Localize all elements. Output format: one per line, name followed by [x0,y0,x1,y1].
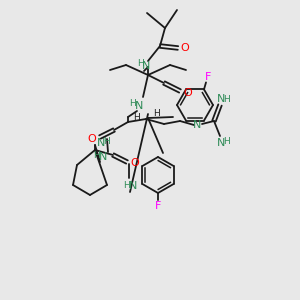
Text: N: N [97,138,105,148]
Text: H: H [223,137,230,146]
Text: N: N [135,101,143,111]
Text: N: N [99,152,107,162]
Text: H: H [223,95,230,104]
Text: N: N [217,94,225,104]
Text: F: F [155,201,161,211]
Text: O: O [184,88,192,98]
Text: H: H [153,109,159,118]
Text: O: O [88,134,96,144]
Text: H: H [124,182,130,190]
Text: O: O [130,158,140,168]
Text: H: H [130,100,136,109]
Text: H: H [133,113,140,122]
Text: H: H [138,59,144,68]
Text: F: F [205,72,211,82]
Text: H: H [93,152,99,160]
Text: N: N [129,181,137,191]
Text: H: H [103,137,110,146]
Text: N: N [193,120,201,130]
Text: N: N [142,61,150,71]
Text: O: O [181,43,189,53]
Text: N: N [217,138,225,148]
